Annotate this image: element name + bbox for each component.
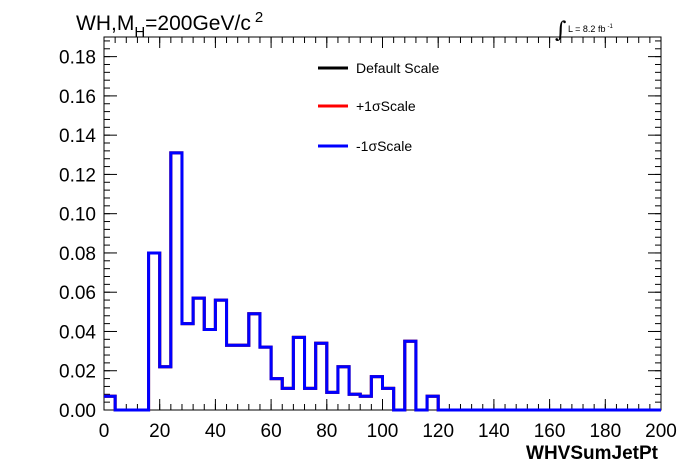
chart-title-base: WH,M — [76, 12, 134, 35]
series-plus1sigma-scale — [104, 151, 661, 412]
legend-label-plus1sigma: +1σScale — [356, 98, 416, 114]
x-tick-label: 140 — [478, 421, 510, 442]
x-tick-label: 0 — [99, 421, 110, 442]
x-tick-label: 60 — [261, 421, 282, 442]
x-tick-label: 80 — [316, 421, 337, 442]
luminosity-text: L = 8.2 fb — [568, 24, 605, 34]
x-tick-label: 20 — [149, 421, 170, 442]
y-axis: 0.00 0.02 0.04 0.06 0.08 0.10 0.12 0.14 0.16 0.18 — [59, 40, 661, 422]
integral-symbol: ∫ — [555, 18, 567, 43]
plot-frame — [103, 36, 662, 411]
legend: Default Scale +1σScale -1σScale — [318, 60, 439, 154]
y-tick-label: 0.02 — [59, 362, 96, 383]
y-tick-label: 0.16 — [59, 87, 96, 108]
y-tick-label: 0.04 — [59, 322, 96, 343]
series-layer — [104, 151, 661, 412]
legend-label-minus1sigma: -1σScale — [356, 138, 412, 154]
x-tick-label: 40 — [205, 421, 226, 442]
y-tick-label: 0.08 — [59, 244, 96, 265]
chart-title-subscript: H — [134, 24, 145, 41]
x-tick-label: 160 — [534, 421, 566, 442]
y-tick-label: 0.12 — [59, 165, 96, 186]
x-axis-title: WHVSumJetPt — [526, 443, 659, 464]
x-tick-label: 200 — [645, 421, 677, 442]
y-tick-label: 0.10 — [59, 205, 96, 226]
chart-title: WH,MH=200GeV/c 2 — [76, 9, 263, 41]
chart-title-rest: =200GeV/c — [145, 12, 251, 35]
chart-title-superscript: 2 — [255, 9, 263, 26]
series-minus1sigma-scale — [104, 151, 661, 412]
x-tick-label: 100 — [367, 421, 399, 442]
y-tick-label: 0.14 — [59, 126, 96, 147]
x-tick-label: 180 — [589, 421, 621, 442]
y-tick-label: 0.00 — [59, 401, 96, 422]
x-tick-label: 120 — [422, 421, 454, 442]
series-default-scale — [104, 151, 661, 412]
luminosity-superscript: -1 — [607, 24, 613, 30]
y-tick-label: 0.18 — [59, 48, 96, 69]
luminosity-label: L = 8.2 fb -1 — [568, 24, 613, 34]
legend-label-default: Default Scale — [356, 60, 439, 76]
y-tick-label: 0.06 — [59, 283, 96, 304]
